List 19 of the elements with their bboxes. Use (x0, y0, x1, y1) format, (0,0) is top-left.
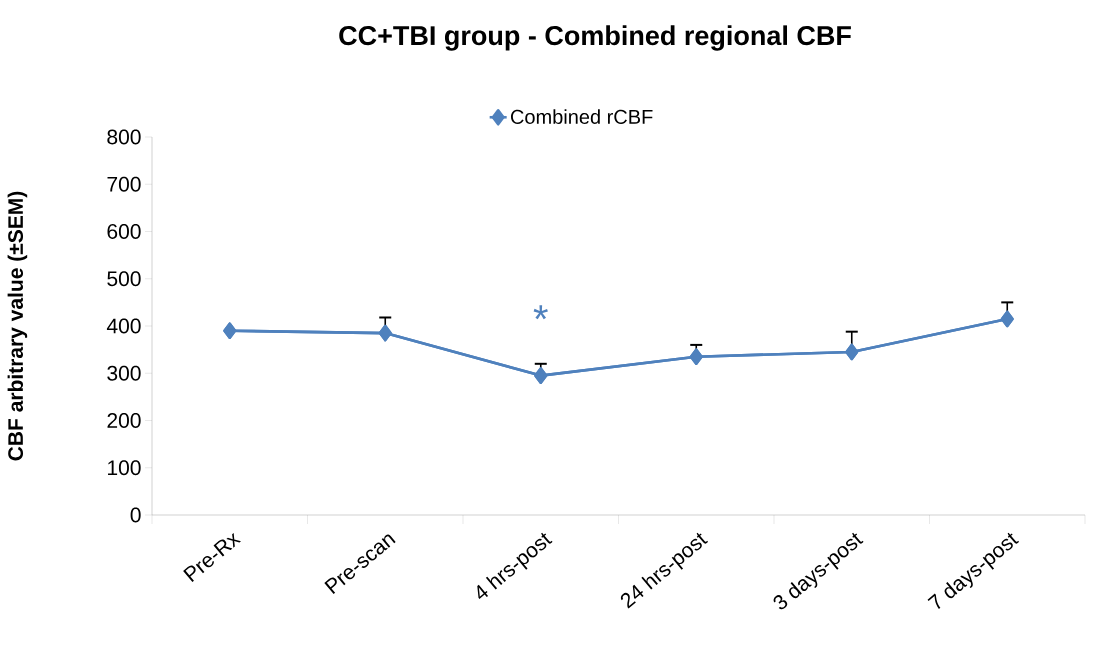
point (534, 367, 548, 384)
y-tick-label: 700 (107, 176, 141, 192)
annotation: * (533, 305, 548, 320)
y-tick-label: 300 (107, 365, 141, 381)
point (378, 324, 392, 342)
y-tick-label: 600 (107, 224, 141, 239)
y-tick-label: 500 (107, 271, 141, 287)
point (1000, 310, 1014, 328)
chart-title: CC+TBI group - Combined regional CBF (339, 25, 851, 51)
y-axis-title: CBF arbitrary value (±SEM) (7, 191, 28, 461)
point (223, 322, 237, 340)
y-tick-label: 100 (108, 460, 141, 476)
point (845, 343, 859, 361)
point (689, 348, 703, 366)
y-tick-label: 400 (106, 318, 141, 334)
y-tick-label: 0 (130, 507, 141, 523)
y-tick-label: 800 (107, 129, 141, 145)
y-tick-label: 200 (107, 413, 141, 428)
legend-label: Combined rCBF (510, 109, 653, 124)
